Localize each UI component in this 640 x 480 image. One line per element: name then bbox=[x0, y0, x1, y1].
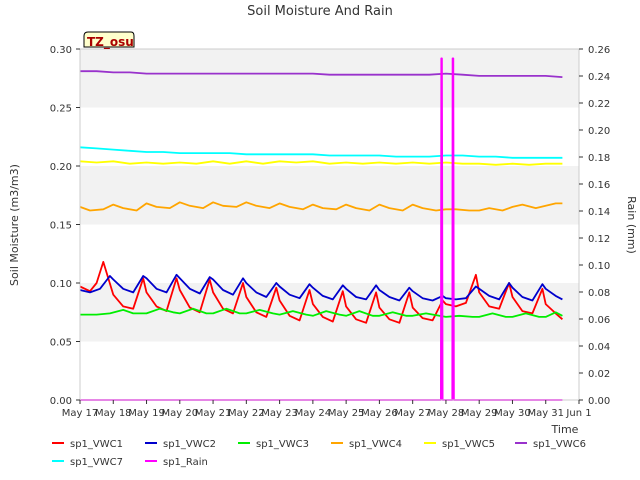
legend: sp1_VWC1 sp1_VWC2 sp1_VWC3 sp1_VWC4 sp1_VWC5… bbox=[52, 439, 586, 468]
legend-label: sp1_Rain bbox=[163, 457, 208, 468]
series-line-sp1-vwc5 bbox=[79, 160, 563, 166]
legend-label: sp1_VWC7 bbox=[70, 457, 123, 468]
y-left-tick-label: 0.05 bbox=[50, 338, 72, 349]
legend-label: sp1_VWC1 bbox=[70, 439, 123, 450]
x-tick-label: May 29 bbox=[461, 408, 498, 419]
x-tick-label: May 27 bbox=[394, 408, 431, 419]
x-tick-label: May 22 bbox=[228, 408, 265, 419]
x-tick-label: May 25 bbox=[328, 408, 365, 419]
y-left-tick-label: 0.20 bbox=[50, 162, 72, 173]
x-tick-label: May 21 bbox=[195, 408, 232, 419]
y-right-tick-label: 0.26 bbox=[588, 45, 610, 56]
y-right-tick-label: 0.06 bbox=[588, 315, 610, 326]
y-axis-left-label: Soil Moisture (m3/m3) bbox=[8, 164, 21, 286]
chart-title: Soil Moisture And Rain bbox=[247, 4, 393, 19]
y-left-tick-label: 0.10 bbox=[50, 279, 72, 290]
x-tick-label: May 31 bbox=[527, 408, 564, 419]
legend-label: sp1_VWC5 bbox=[442, 439, 495, 450]
y-left-tick-label: 0.15 bbox=[50, 221, 72, 232]
background-bands bbox=[80, 49, 579, 400]
legend-label: sp1_VWC3 bbox=[256, 439, 309, 450]
x-tick-label: May 20 bbox=[162, 408, 199, 419]
y-right-tick-label: 0.16 bbox=[588, 180, 610, 191]
x-tick-label: May 28 bbox=[428, 408, 465, 419]
series-line-sp1-vwc2 bbox=[79, 273, 563, 302]
y-left-tick-label: 0.25 bbox=[50, 104, 72, 115]
series-line-sp1-vwc4 bbox=[79, 201, 563, 212]
legend-label: sp1_VWC4 bbox=[349, 439, 402, 450]
y-right-tick-label: 0.22 bbox=[588, 99, 610, 110]
grid-band bbox=[80, 166, 579, 225]
y-right-tick-label: 0.02 bbox=[588, 369, 610, 380]
site-label-badge: TZ_osu bbox=[83, 31, 135, 50]
y-axis-right-label: Rain (mm) bbox=[625, 196, 638, 254]
x-tick-label: Jun 1 bbox=[565, 408, 591, 419]
y-left-tick-label: 0.30 bbox=[50, 45, 72, 56]
site-label: TZ_osu bbox=[87, 35, 134, 50]
y-right-tick-label: 0.20 bbox=[588, 126, 610, 137]
left-axis: 0.00 0.05 0.10 0.15 0.20 0.25 0.30 bbox=[50, 45, 80, 407]
y-left-tick-label: 0.00 bbox=[50, 396, 72, 407]
legend-label: sp1_VWC6 bbox=[533, 439, 586, 450]
x-tick-label: May 30 bbox=[494, 408, 531, 419]
y-right-tick-label: 0.04 bbox=[588, 342, 610, 353]
grid-band bbox=[80, 49, 579, 108]
y-right-tick-label: 0.24 bbox=[588, 72, 610, 83]
x-tick-label: May 18 bbox=[95, 408, 132, 419]
x-axis-label: Time bbox=[551, 423, 579, 436]
y-right-tick-label: 0.12 bbox=[588, 234, 610, 245]
series-line-sp1-vwc3 bbox=[80, 307, 563, 318]
legend-label: sp1_VWC2 bbox=[163, 439, 216, 450]
y-right-tick-label: 0.14 bbox=[588, 207, 610, 218]
y-right-tick-label: 0.08 bbox=[588, 288, 610, 299]
series-line-sp1-vwc6 bbox=[80, 70, 563, 78]
x-tick-label: May 19 bbox=[128, 408, 165, 419]
y-right-tick-label: 0.10 bbox=[588, 261, 610, 272]
x-tick-label: May 23 bbox=[261, 408, 298, 419]
x-tick-label: May 17 bbox=[62, 408, 99, 419]
right-axis: 0.00 0.02 0.04 0.06 0.08 0.10 0.12 0.14 0.16 0.18… bbox=[579, 45, 610, 407]
x-tick-label: May 24 bbox=[295, 408, 332, 419]
series-line-sp1-vwc7 bbox=[79, 146, 563, 159]
y-right-tick-label: 0.18 bbox=[588, 153, 610, 164]
y-right-tick-label: 0.00 bbox=[588, 396, 610, 407]
x-tick-label: May 26 bbox=[361, 408, 398, 419]
